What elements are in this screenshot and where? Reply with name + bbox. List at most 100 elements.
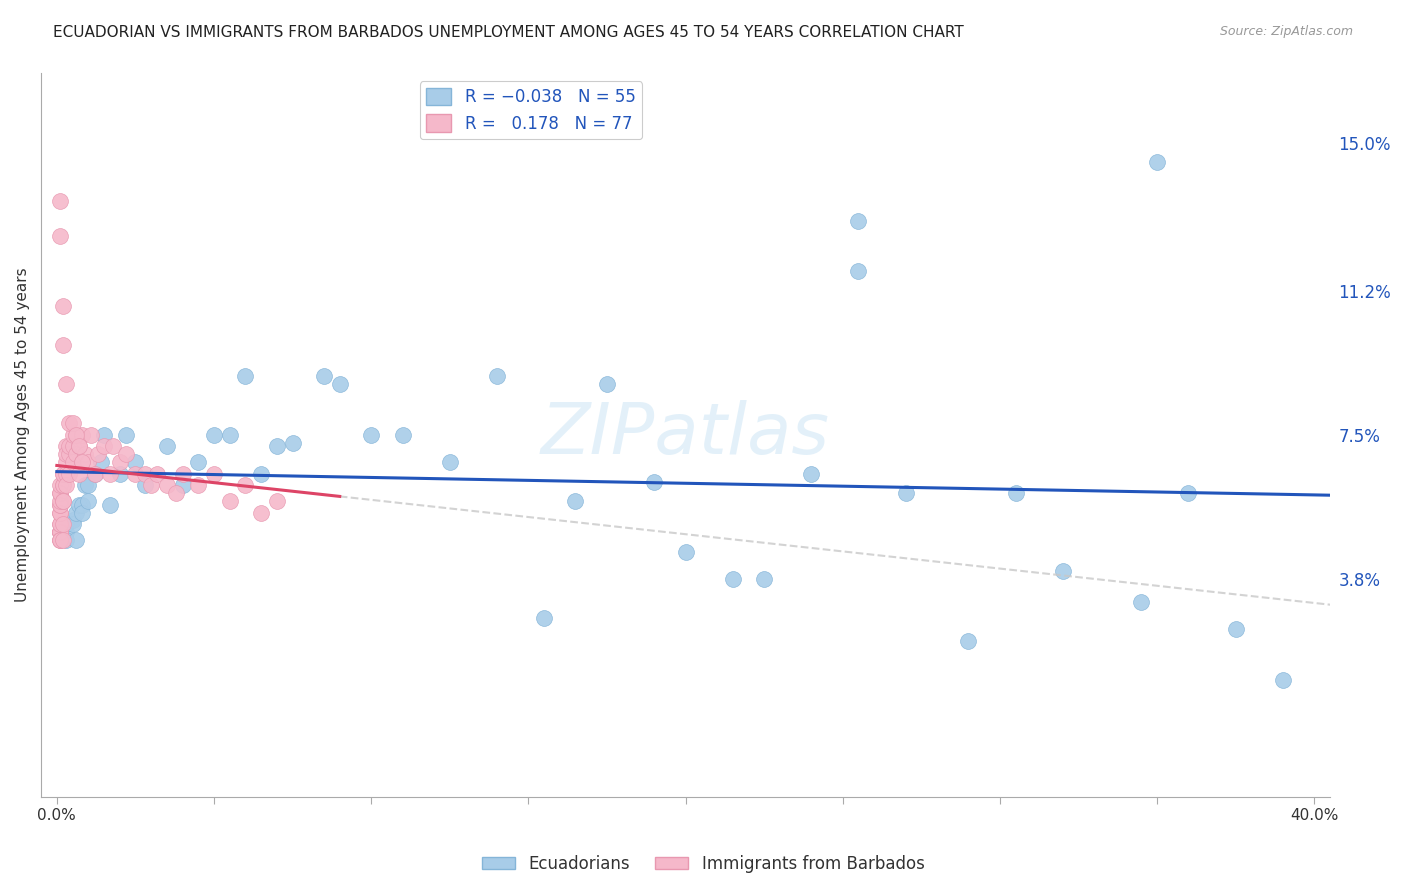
Point (55, 533, 77, 547)
Point (49, 498, 72, 512)
Point (49, 506, 72, 520)
Point (52, 467, 75, 481)
Point (266, 494, 288, 508)
Point (202, 467, 225, 481)
Point (70, 506, 93, 520)
Point (55, 517, 77, 532)
Point (49, 525, 72, 540)
Point (1130, 595, 1153, 609)
Point (134, 478, 156, 492)
Text: ECUADORIAN VS IMMIGRANTS FROM BARBADOS UNEMPLOYMENT AMONG AGES 45 TO 54 YEARS CO: ECUADORIAN VS IMMIGRANTS FROM BARBADOS U… (53, 25, 965, 40)
Point (721, 572, 744, 586)
Point (134, 467, 156, 481)
Point (65, 427, 87, 442)
Point (93, 440, 115, 454)
Point (103, 440, 125, 454)
Point (86, 447, 108, 461)
Point (62, 517, 84, 532)
Point (894, 486, 917, 500)
Point (55, 467, 77, 481)
Point (62, 416, 84, 430)
Point (596, 377, 619, 392)
Point (55, 455, 77, 469)
Point (391, 427, 413, 442)
Point (235, 369, 257, 384)
Point (218, 494, 240, 508)
Point (218, 427, 240, 442)
Point (65, 447, 87, 461)
Point (49, 525, 72, 540)
Point (77, 494, 100, 508)
Point (67, 440, 90, 454)
Point (1225, 623, 1247, 637)
Legend: Ecuadorians, Immigrants from Barbados: Ecuadorians, Immigrants from Barbados (475, 848, 931, 880)
Point (49, 525, 72, 540)
Point (115, 447, 138, 461)
Point (77, 455, 100, 469)
Point (1271, 673, 1294, 687)
Point (172, 467, 194, 481)
Point (156, 440, 179, 454)
Point (752, 572, 775, 586)
Point (49, 229, 72, 244)
Point (187, 478, 209, 492)
Point (49, 517, 72, 532)
Point (65, 427, 87, 442)
Point (485, 369, 508, 384)
Point (49, 525, 72, 540)
Point (62, 440, 84, 454)
Point (67, 498, 90, 512)
Point (70, 498, 93, 512)
Point (49, 533, 72, 547)
Point (52, 494, 75, 508)
Point (49, 506, 72, 520)
Point (108, 455, 131, 469)
Point (49, 478, 72, 492)
Point (564, 494, 586, 508)
Point (58, 440, 80, 454)
Point (80, 427, 103, 442)
Point (77, 478, 100, 492)
Point (83, 467, 105, 481)
Point (108, 467, 131, 481)
Point (266, 440, 288, 454)
Point (52, 300, 75, 314)
Point (55, 478, 77, 492)
Point (1177, 486, 1199, 500)
Point (55, 447, 77, 461)
Point (52, 478, 75, 492)
Point (62, 427, 84, 442)
Text: ZIPatlas: ZIPatlas (541, 401, 830, 469)
Point (52, 533, 75, 547)
Point (75, 447, 97, 461)
Point (55, 440, 77, 454)
Point (52, 517, 75, 532)
Point (957, 634, 980, 648)
Point (98, 498, 121, 512)
Y-axis label: Unemployment Among Ages 45 to 54 years: Unemployment Among Ages 45 to 54 years (15, 268, 30, 602)
Point (172, 478, 194, 492)
Point (49, 517, 72, 532)
Point (55, 377, 77, 392)
Point (281, 435, 304, 450)
Point (52, 478, 75, 492)
Point (146, 467, 169, 481)
Point (533, 610, 555, 624)
Point (67, 467, 90, 481)
Point (1052, 564, 1074, 578)
Point (62, 513, 84, 527)
Point (62, 455, 84, 469)
Point (202, 427, 225, 442)
Point (187, 455, 209, 469)
Point (70, 427, 93, 442)
Point (643, 475, 665, 489)
Legend: R = −0.038   N = 55, R =   0.178   N = 77: R = −0.038 N = 55, R = 0.178 N = 77 (419, 81, 643, 139)
Point (52, 338, 75, 352)
Point (58, 416, 80, 430)
Point (83, 467, 105, 481)
Point (75, 478, 97, 492)
Point (165, 486, 187, 500)
Point (124, 455, 146, 469)
Point (439, 455, 461, 469)
Point (93, 427, 115, 442)
